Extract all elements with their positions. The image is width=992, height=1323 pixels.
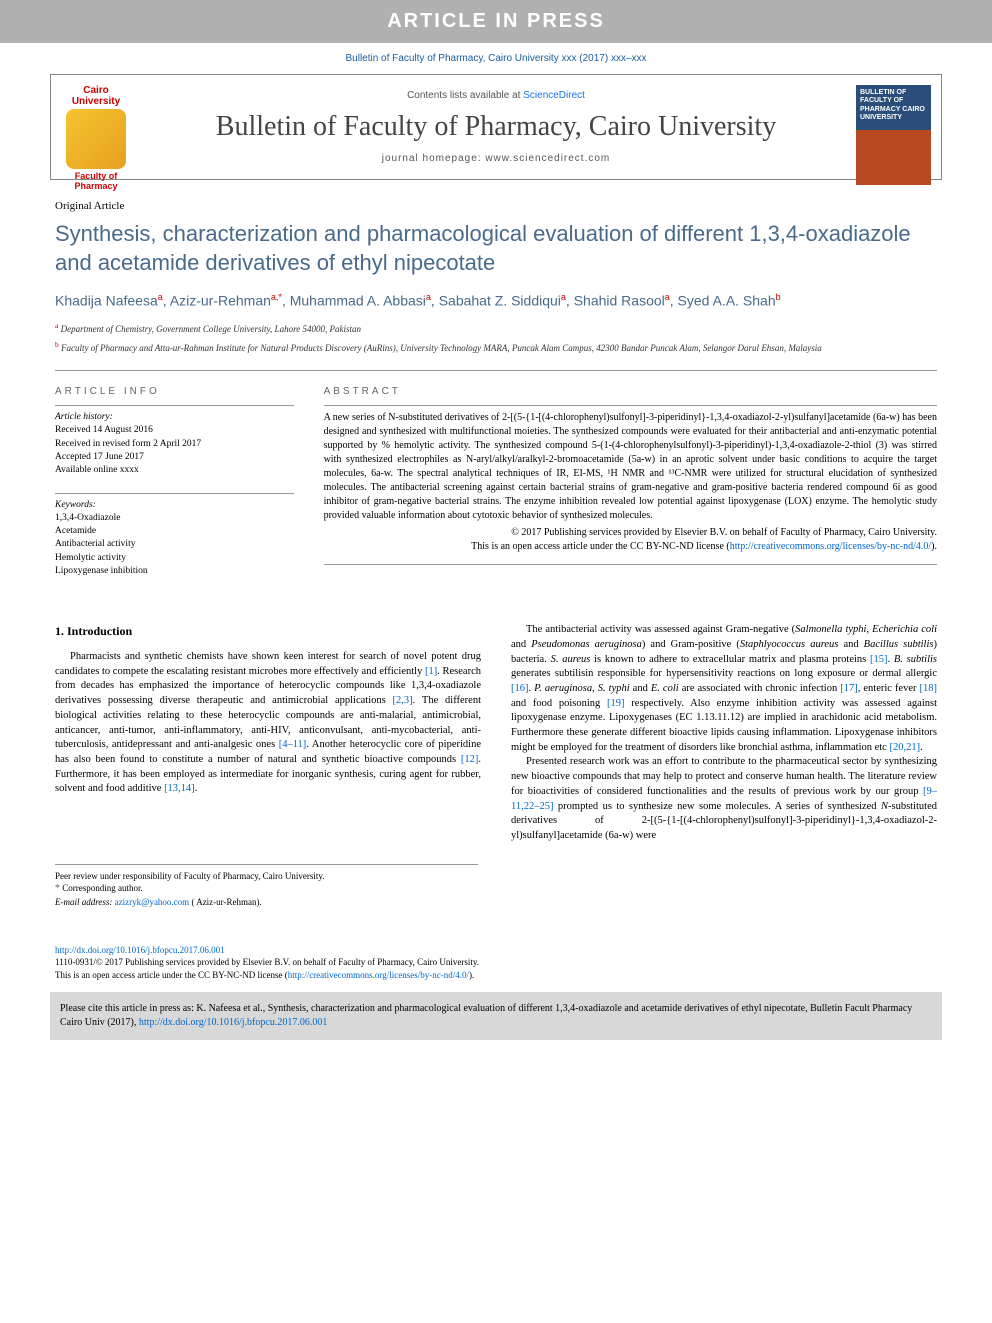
journal-cover-thumbnail: BULLETIN OF FACULTY OF PHARMACY CAIRO UN… — [856, 85, 931, 185]
logo-bottom-text: Faculty of Pharmacy — [61, 171, 131, 191]
keyword-item: 1,3,4-Oxadiazole — [55, 512, 294, 525]
logo-top-text: Cairo University — [61, 85, 131, 107]
ref-link[interactable]: [15] — [870, 654, 888, 665]
cite-doi-link[interactable]: http://dx.doi.org/10.1016/j.bfopcu.2017.… — [139, 1017, 327, 1028]
cover-text: BULLETIN OF FACULTY OF PHARMACY CAIRO UN… — [856, 85, 931, 127]
authors-list: Khadija Nafeesaa, Aziz-ur-Rehmana,*, Muh… — [55, 292, 937, 309]
abstract-license: This is an open access article under the… — [324, 540, 937, 554]
ref-link[interactable]: [13,14] — [164, 783, 195, 794]
journal-header-box: Cairo University Faculty of Pharmacy BUL… — [50, 74, 942, 180]
license-link[interactable]: http://creativecommons.org/licenses/by-n… — [730, 541, 931, 552]
article-info-header: ARTICLE INFO — [55, 386, 294, 397]
license-suffix: ). — [931, 541, 937, 552]
affiliation: b Faculty of Pharmacy and Atta-ur-Rahman… — [55, 340, 937, 355]
ref-link[interactable]: [9–11,22–25] — [511, 786, 937, 812]
ref-link[interactable]: [12] — [461, 754, 479, 765]
footnotes: Peer review under responsibility of Facu… — [55, 864, 478, 909]
abstract-header: ABSTRACT — [324, 386, 937, 397]
issn-line: 1110-0931/© 2017 Publishing services pro… — [55, 956, 937, 969]
keyword-item: Acetamide — [55, 525, 294, 538]
keywords-label: Keywords: — [55, 499, 294, 512]
email-label: E-mail address: — [55, 897, 115, 907]
doi-license-suffix: ). — [469, 970, 474, 980]
doi-license-prefix: This is an open access article under the… — [55, 970, 288, 980]
history-item: Accepted 17 June 2017 — [55, 451, 294, 464]
intro-p2: The antibacterial activity was assessed … — [511, 623, 937, 755]
abstract-body: A new series of N-substituted derivative… — [324, 411, 937, 523]
cairo-university-logo: Cairo University Faculty of Pharmacy — [61, 85, 131, 191]
email-line: E-mail address: azizryk@yahoo.com ( Aziz… — [55, 896, 478, 909]
keyword-item: Antibacterial activity — [55, 538, 294, 551]
doi-license-link[interactable]: http://creativecommons.org/licenses/by-n… — [288, 970, 469, 980]
ref-link[interactable]: [20,21] — [889, 742, 920, 753]
history-item: Available online xxxx — [55, 464, 294, 477]
article-in-press-banner: ARTICLE IN PRESS — [0, 0, 992, 43]
article-type: Original Article — [55, 200, 937, 212]
history-item: Received in revised form 2 April 2017 — [55, 438, 294, 451]
ref-link[interactable]: [4–11] — [279, 739, 307, 750]
doi-link[interactable]: http://dx.doi.org/10.1016/j.bfopcu.2017.… — [55, 945, 225, 955]
doi-license-line: This is an open access article under the… — [55, 969, 937, 982]
divider — [55, 370, 937, 371]
intro-heading: 1. Introduction — [55, 623, 481, 640]
ref-link[interactable]: [2,3] — [393, 695, 413, 706]
affiliation: a Department of Chemistry, Government Co… — [55, 321, 937, 336]
contents-line: Contents lists available at ScienceDirec… — [51, 90, 941, 101]
corresponding-author-note: * Corresponding author. — [55, 882, 478, 896]
doi-block: http://dx.doi.org/10.1016/j.bfopcu.2017.… — [0, 944, 992, 982]
cite-box: Please cite this article in press as: K.… — [50, 992, 942, 1040]
ref-link[interactable]: [17] — [840, 683, 858, 694]
abstract-copyright: © 2017 Publishing services provided by E… — [324, 526, 937, 540]
intro-p1: Pharmacists and synthetic chemists have … — [55, 650, 481, 797]
intro-p3: Presented research work was an effort to… — [511, 755, 937, 843]
sciencedirect-link[interactable]: ScienceDirect — [523, 90, 585, 101]
journal-title: Bulletin of Faculty of Pharmacy, Cairo U… — [51, 111, 941, 143]
history-item: Received 14 August 2016 — [55, 424, 294, 437]
keyword-item: Lipoxygenase inhibition — [55, 565, 294, 578]
shield-icon — [66, 109, 126, 169]
ref-link[interactable]: [18] — [920, 683, 938, 694]
contents-prefix: Contents lists available at — [407, 90, 523, 101]
ref-link[interactable]: [16] — [511, 683, 529, 694]
peer-review-note: Peer review under responsibility of Facu… — [55, 870, 478, 883]
article-title: Synthesis, characterization and pharmaco… — [55, 220, 937, 277]
citation-line: Bulletin of Faculty of Pharmacy, Cairo U… — [0, 43, 992, 74]
email-suffix: ( Aziz-ur-Rehman). — [189, 897, 262, 907]
homepage-line: journal homepage: www.sciencedirect.com — [51, 153, 941, 164]
ref-link[interactable]: [1] — [425, 666, 437, 677]
keyword-item: Hemolytic activity — [55, 552, 294, 565]
email-link[interactable]: azizryk@yahoo.com — [115, 897, 190, 907]
ref-link[interactable]: [19] — [607, 698, 625, 709]
history-label: Article history: — [55, 411, 294, 424]
license-prefix: This is an open access article under the… — [471, 541, 730, 552]
